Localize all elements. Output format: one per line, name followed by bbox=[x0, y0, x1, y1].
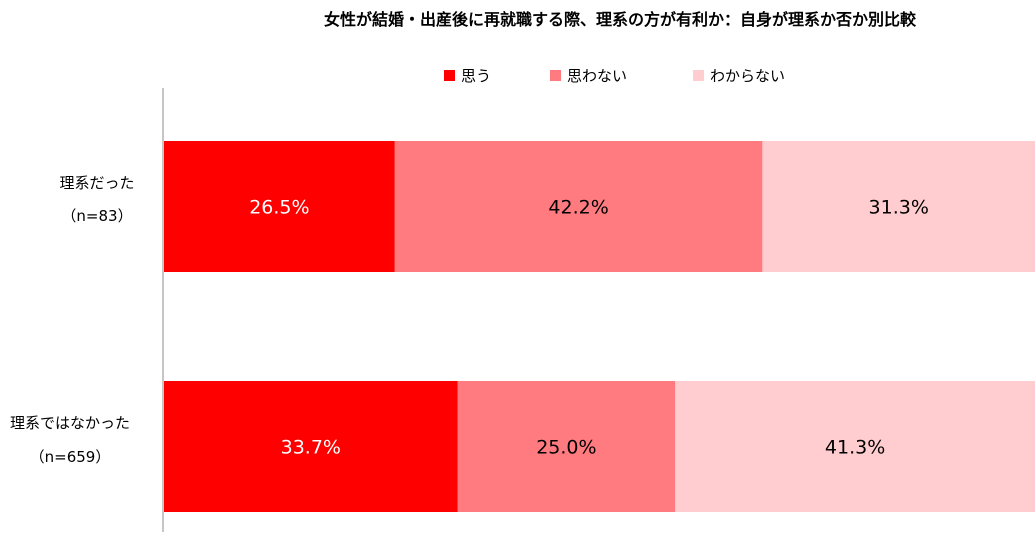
category-label: 理系だった bbox=[59, 174, 134, 192]
bar-segment bbox=[164, 141, 395, 272]
data-label: 42.2% bbox=[548, 197, 608, 219]
bar-segment bbox=[457, 381, 676, 512]
data-label: 25.0% bbox=[536, 437, 596, 459]
legend-swatch bbox=[444, 70, 455, 81]
bar-segment bbox=[394, 141, 763, 272]
data-label: 26.5% bbox=[249, 197, 309, 219]
chart-title: 女性が結婚・出産後に再就職する際、理系の方が有利か：自身が理系か否か別比較 bbox=[324, 10, 917, 29]
legend-swatch bbox=[693, 70, 704, 81]
legend-label: 思わない bbox=[567, 67, 627, 85]
category-label: （n=659） bbox=[30, 448, 111, 466]
bar-segment bbox=[675, 381, 1035, 512]
data-label: 33.7% bbox=[281, 437, 341, 459]
data-label: 41.3% bbox=[825, 437, 885, 459]
legend-label: わからない bbox=[710, 67, 785, 85]
legend-swatch bbox=[550, 70, 561, 81]
bars bbox=[164, 141, 1035, 512]
data-labels: 26.5% 42.2% 31.3% 33.7% 25.0% 41.3% bbox=[249, 197, 929, 459]
legend: 思う 思わない わからない bbox=[444, 67, 785, 85]
category-labels: 理系だった （n=83） 理系ではなかった （n=659） bbox=[10, 174, 135, 466]
category-label: （n=83） bbox=[61, 207, 132, 225]
legend-label: 思う bbox=[461, 67, 491, 85]
bar-segment bbox=[164, 381, 458, 512]
category-label: 理系ではなかった bbox=[10, 414, 130, 432]
data-label: 31.3% bbox=[869, 197, 929, 219]
bar-segment bbox=[762, 141, 1035, 272]
